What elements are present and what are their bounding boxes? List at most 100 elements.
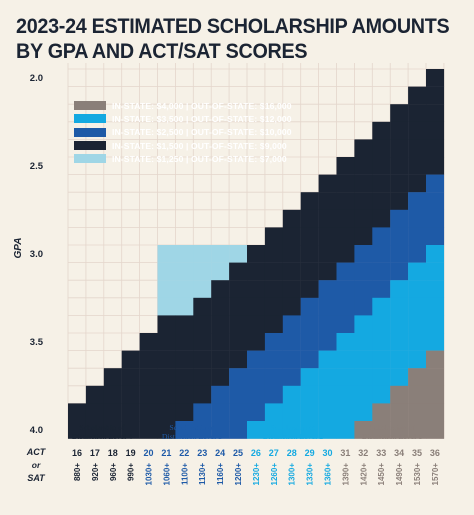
heatmap-cell	[390, 403, 409, 422]
heatmap-cell	[157, 262, 176, 281]
heatmap-cell	[318, 209, 337, 228]
heatmap-cell	[426, 262, 445, 281]
heatmap-cell	[300, 227, 319, 246]
heatmap-cell	[408, 157, 427, 175]
heatmap-cell	[426, 157, 445, 175]
heatmap-cell	[247, 315, 266, 334]
heatmap-cell	[247, 297, 266, 316]
legend-swatch	[74, 141, 106, 151]
band-labels: Scholarship of Distinction Level 4 Scholar…	[72, 423, 422, 441]
heatmap-cell	[139, 350, 158, 369]
heatmap-cell	[300, 192, 319, 210]
x-tick-label-sat: 1530+	[413, 463, 422, 486]
heatmap-cell	[211, 421, 230, 439]
heatmap-cell	[175, 315, 194, 334]
band-label: Scholarship of	[169, 423, 215, 432]
heatmap-cell	[336, 227, 355, 246]
y-tick-label: 4.0	[30, 425, 43, 436]
heatmap-cell	[300, 280, 319, 298]
x-tick-label-act: 34	[394, 448, 404, 458]
heatmap-cell	[247, 333, 266, 351]
heatmap-cell	[193, 368, 212, 386]
heatmap-cell	[372, 421, 391, 439]
heatmap-cell	[264, 385, 283, 404]
chart-title: 2023-24 ESTIMATED SCHOLARSHIP AMOUNTS BY…	[16, 14, 450, 64]
band-label: Distinction Level 4	[72, 432, 132, 441]
heatmap-cell	[426, 333, 445, 351]
x-tick-label-sat: 1450+	[377, 463, 386, 486]
heatmap-cell	[354, 209, 373, 228]
heatmap-cell	[354, 280, 373, 298]
heatmap-cell	[372, 227, 391, 246]
chart-title-line-1: 2023-24 ESTIMATED SCHOLARSHIP AMOUNTS	[16, 15, 450, 38]
heatmap-cell	[372, 139, 391, 158]
heatmap-cell	[336, 368, 355, 386]
heatmap-cell	[175, 403, 194, 422]
x-tick-label-sat: 1100+	[180, 463, 189, 485]
heatmap-cell	[354, 157, 373, 175]
legend-item: IN-STATE: $4,000 | OUT-OF-STATE: $16,000	[74, 99, 292, 112]
heatmap-cell	[282, 368, 301, 386]
heatmap-cell	[408, 209, 427, 228]
heatmap-cell	[282, 245, 301, 263]
x-tick-label-sat: 1300+	[288, 463, 297, 486]
heatmap-cell	[211, 315, 230, 334]
x-tick-label-act: 32	[358, 448, 368, 458]
band-label: Scholarship of	[270, 423, 316, 432]
heatmap-cell	[282, 421, 301, 439]
heatmap-cell	[229, 297, 248, 316]
heatmap-cell	[408, 174, 427, 193]
x-axis-label-line: or	[32, 460, 41, 470]
heatmap-cell	[247, 421, 266, 439]
heatmap-cell	[139, 368, 158, 386]
heatmap-cell	[318, 350, 337, 369]
heatmap-cell	[139, 385, 158, 404]
legend-swatch	[74, 127, 106, 137]
x-tick-label-act: 18	[108, 448, 118, 458]
x-tick-label-act: 20	[143, 448, 153, 458]
heatmap-cell	[372, 174, 391, 193]
heatmap-cell	[354, 245, 373, 263]
heatmap-cell	[121, 385, 140, 404]
heatmap-cell	[103, 403, 122, 422]
heatmap-cell	[264, 245, 283, 263]
heatmap-cell	[408, 315, 427, 334]
heatmap-cell	[282, 297, 301, 316]
heatmap-cell	[390, 368, 409, 386]
heatmap-cell	[157, 333, 176, 351]
heatmap-cell	[300, 262, 319, 281]
heatmap-cell	[318, 192, 337, 210]
x-tick-label-sat: 1360+	[324, 463, 333, 486]
heatmap-cell	[282, 385, 301, 404]
heatmap-cell	[372, 245, 391, 263]
heatmap-cell	[336, 192, 355, 210]
heatmap-cell	[426, 297, 445, 316]
x-tick-label-sat: 1230+	[252, 463, 261, 486]
heatmap-cell	[336, 421, 355, 439]
heatmap-cell	[426, 368, 445, 386]
heatmap-cell	[211, 350, 230, 369]
heatmap-cell	[372, 192, 391, 210]
heatmap-cell	[68, 403, 87, 422]
chart-title-line-2: BY GPA AND ACT/SAT SCORES	[16, 40, 308, 63]
heatmap-cell	[247, 385, 266, 404]
heatmap-cell	[300, 385, 319, 404]
heatmap-cell	[336, 174, 355, 193]
heatmap-cell	[157, 280, 176, 298]
heatmap-cell	[354, 385, 373, 404]
heatmap-cell	[193, 280, 212, 298]
heatmap-cell	[157, 315, 176, 334]
heatmap-cell	[390, 262, 409, 281]
x-axis-label-line: SAT	[27, 473, 46, 483]
heatmap-cell	[318, 385, 337, 404]
heatmap-cell	[264, 297, 283, 316]
x-tick-label-act: 29	[305, 448, 315, 458]
heatmap-cell	[139, 333, 158, 351]
heatmap-cell	[426, 139, 445, 158]
heatmap-cell	[372, 333, 391, 351]
heatmap-cell	[390, 174, 409, 193]
heatmap-cell	[211, 403, 230, 422]
heatmap-cell	[426, 69, 445, 87]
x-tick-label-sat: 920+	[91, 463, 100, 481]
heatmap-cell	[408, 139, 427, 158]
